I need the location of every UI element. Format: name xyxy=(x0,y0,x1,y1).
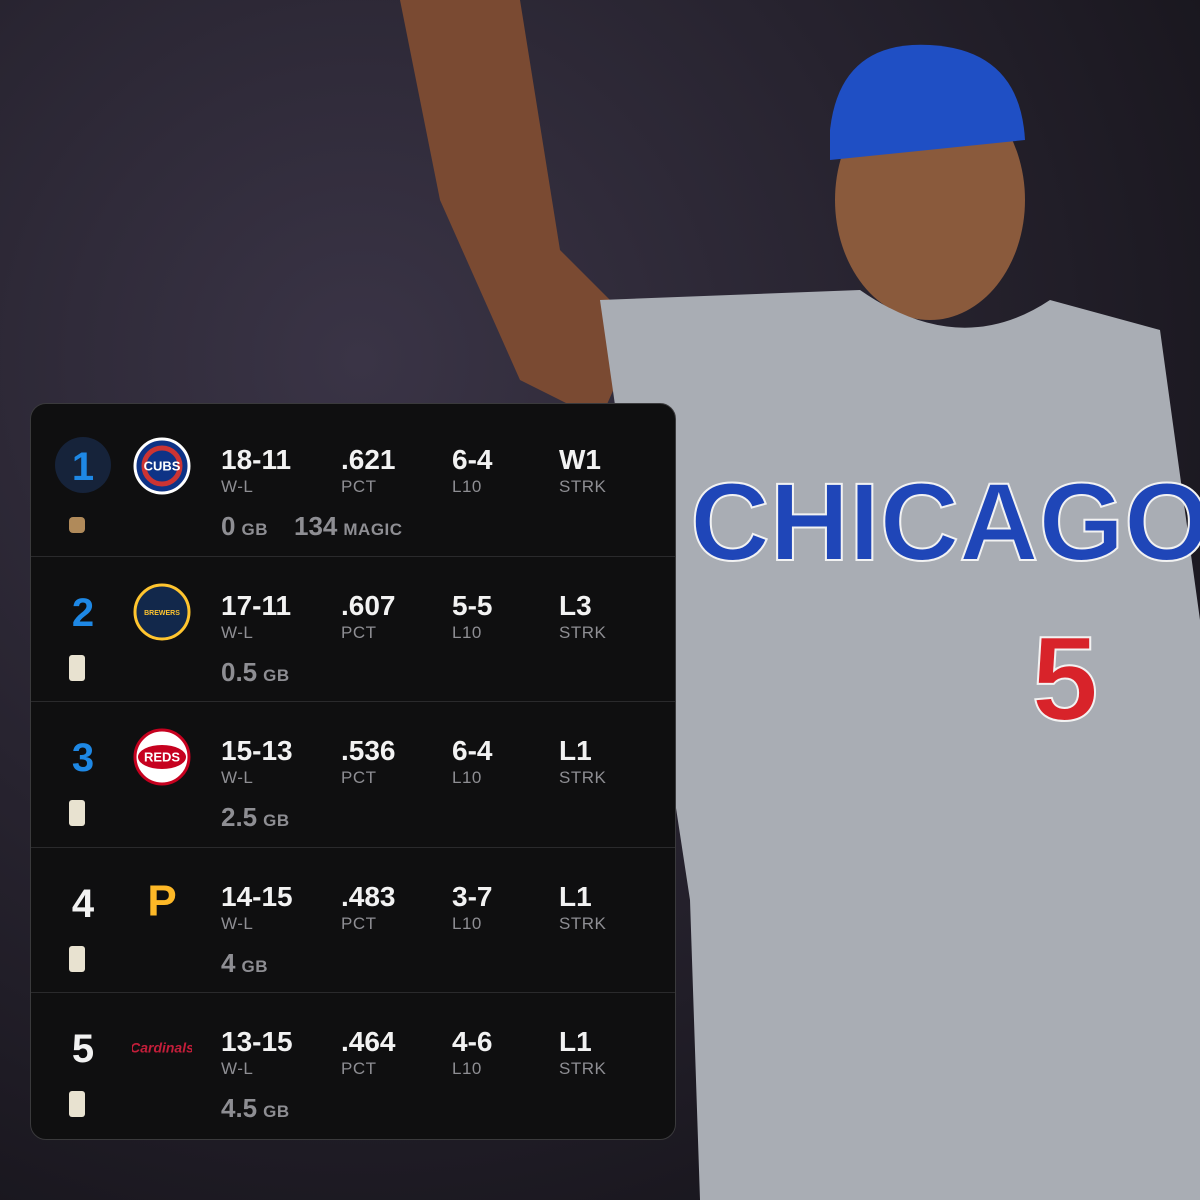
rank: 2 xyxy=(71,590,95,635)
jersey-text: CHICAGO xyxy=(690,461,1200,584)
last10-value: 3-7 xyxy=(452,880,493,912)
last10-label: L10 xyxy=(452,477,482,496)
team-logo: BREWERS xyxy=(133,583,191,641)
standings-row: 4 P 14-15 W-L .483 PCT 3-7 L10 L1 STRK 4 GB xyxy=(31,851,675,997)
last10-value: 4-6 xyxy=(452,1026,493,1058)
pct-value: .464 xyxy=(341,1026,396,1058)
record-value: 17-11 xyxy=(221,589,292,621)
gb-label: GB xyxy=(263,665,290,685)
gb-label: GB xyxy=(263,1102,290,1122)
logo-part xyxy=(138,745,186,770)
last10-label: L10 xyxy=(452,768,482,788)
standings-row: 3 REDS 15-13 W-L .536 PCT 6-4 L10 L1 STRK 2.5 GB xyxy=(31,705,675,851)
magic-number: 134 MAGIC xyxy=(294,511,403,542)
magic-label: MAGIC xyxy=(343,520,403,539)
games-back: 0.5 GB xyxy=(221,657,290,688)
record-value: 15-13 xyxy=(221,735,293,767)
pct-value: .607 xyxy=(341,589,396,621)
badge-icon xyxy=(69,1091,85,1118)
gb-value: 4.5 xyxy=(221,1093,258,1124)
games-back: 0 GB xyxy=(221,511,268,542)
record-label: W-L xyxy=(221,622,254,642)
rank: 3 xyxy=(71,736,95,781)
pct-label: PCT xyxy=(341,477,377,496)
standings-row: 5 Cardinals 13-15 W-L .464 PCT 4-6 L10 L1 STRK 4.5… xyxy=(31,996,675,1142)
record-label: W-L xyxy=(221,768,254,788)
logo-text: BREWERS xyxy=(144,609,180,616)
pct-value: .621 xyxy=(341,444,396,475)
pct-value: .536 xyxy=(341,735,396,767)
rank: 5 xyxy=(71,1027,95,1072)
row-separator xyxy=(31,992,675,994)
gb-value: 0.5 xyxy=(221,656,258,687)
gb-value: 4 xyxy=(221,947,236,978)
team-logo: Cardinals xyxy=(132,1040,192,1056)
team-logo: P xyxy=(147,876,176,925)
standings-row: 2 BREWERS 17-11 W-L .607 PCT 5-5 L10 L3 STRK 0.5 GB xyxy=(31,560,675,706)
row-separator xyxy=(31,555,675,557)
standings-panel: 1 CUBS 18-11 W-L .621 PCT 6-4 L10 W1 STRK 0 GB 134 MA… xyxy=(30,403,676,1140)
team-logo: CUBS xyxy=(133,437,191,495)
logo-text: Cardinals xyxy=(132,1040,192,1056)
pct-value: .483 xyxy=(341,880,396,912)
record-value: 14-15 xyxy=(221,880,293,912)
streak-value: L1 xyxy=(559,735,592,767)
games-back: 4.5 GB xyxy=(221,1093,290,1124)
row-separator xyxy=(31,701,675,703)
magic-value: 134 xyxy=(294,511,338,541)
logo-text: P xyxy=(147,876,176,925)
gb-value: 2.5 xyxy=(221,802,258,833)
cap xyxy=(830,44,1025,160)
gb-value: 0 xyxy=(221,511,236,541)
record-label: W-L xyxy=(221,913,254,933)
games-back: 2.5 GB xyxy=(221,802,290,833)
badge-icon xyxy=(69,517,85,533)
row-separator xyxy=(31,846,675,848)
last10-value: 5-5 xyxy=(452,589,493,621)
pct-label: PCT xyxy=(341,768,377,788)
games-back: 4 GB xyxy=(221,948,268,979)
badge-icon xyxy=(69,945,85,972)
gb-label: GB xyxy=(241,520,268,539)
jersey-number: 5 xyxy=(1032,612,1099,746)
record-value: 13-15 xyxy=(221,1026,293,1058)
badge-icon xyxy=(69,800,85,827)
last10-label: L10 xyxy=(452,913,482,933)
team-logo: REDS xyxy=(133,728,191,786)
record-label: W-L xyxy=(221,477,254,496)
streak-label: STRK xyxy=(559,913,607,933)
streak-label: STRK xyxy=(559,622,607,642)
last10-value: 6-4 xyxy=(452,735,493,767)
pct-label: PCT xyxy=(341,1059,377,1079)
last10-value: 6-4 xyxy=(452,444,493,475)
last10-label: L10 xyxy=(452,1059,482,1079)
streak-value: W1 xyxy=(559,444,601,475)
record-value: 18-11 xyxy=(221,444,292,475)
last10-label: L10 xyxy=(452,622,482,642)
pct-label: PCT xyxy=(341,913,377,933)
streak-label: STRK xyxy=(559,768,607,788)
logo-part xyxy=(141,445,183,487)
rank-highlight xyxy=(55,437,111,493)
jersey xyxy=(600,290,1200,1200)
record-label: W-L xyxy=(221,1059,254,1079)
streak-value: L3 xyxy=(559,589,592,621)
streak-value: L1 xyxy=(559,1026,592,1058)
streak-label: STRK xyxy=(559,1059,607,1079)
gb-label: GB xyxy=(241,956,268,976)
badge-icon xyxy=(69,654,85,681)
standings-row: 1 CUBS 18-11 W-L .621 PCT 6-4 L10 W1 STRK 0 GB 134 MA… xyxy=(31,414,675,560)
streak-value: L1 xyxy=(559,880,592,912)
logo-part xyxy=(133,583,191,641)
streak-label: STRK xyxy=(559,477,607,496)
rank: 4 xyxy=(71,881,95,926)
pct-label: PCT xyxy=(341,622,377,642)
logo-text: REDS xyxy=(144,750,180,765)
rank: 1 xyxy=(71,445,95,489)
arm xyxy=(400,0,640,420)
gb-label: GB xyxy=(263,811,290,831)
logo-text: CUBS xyxy=(144,458,181,473)
